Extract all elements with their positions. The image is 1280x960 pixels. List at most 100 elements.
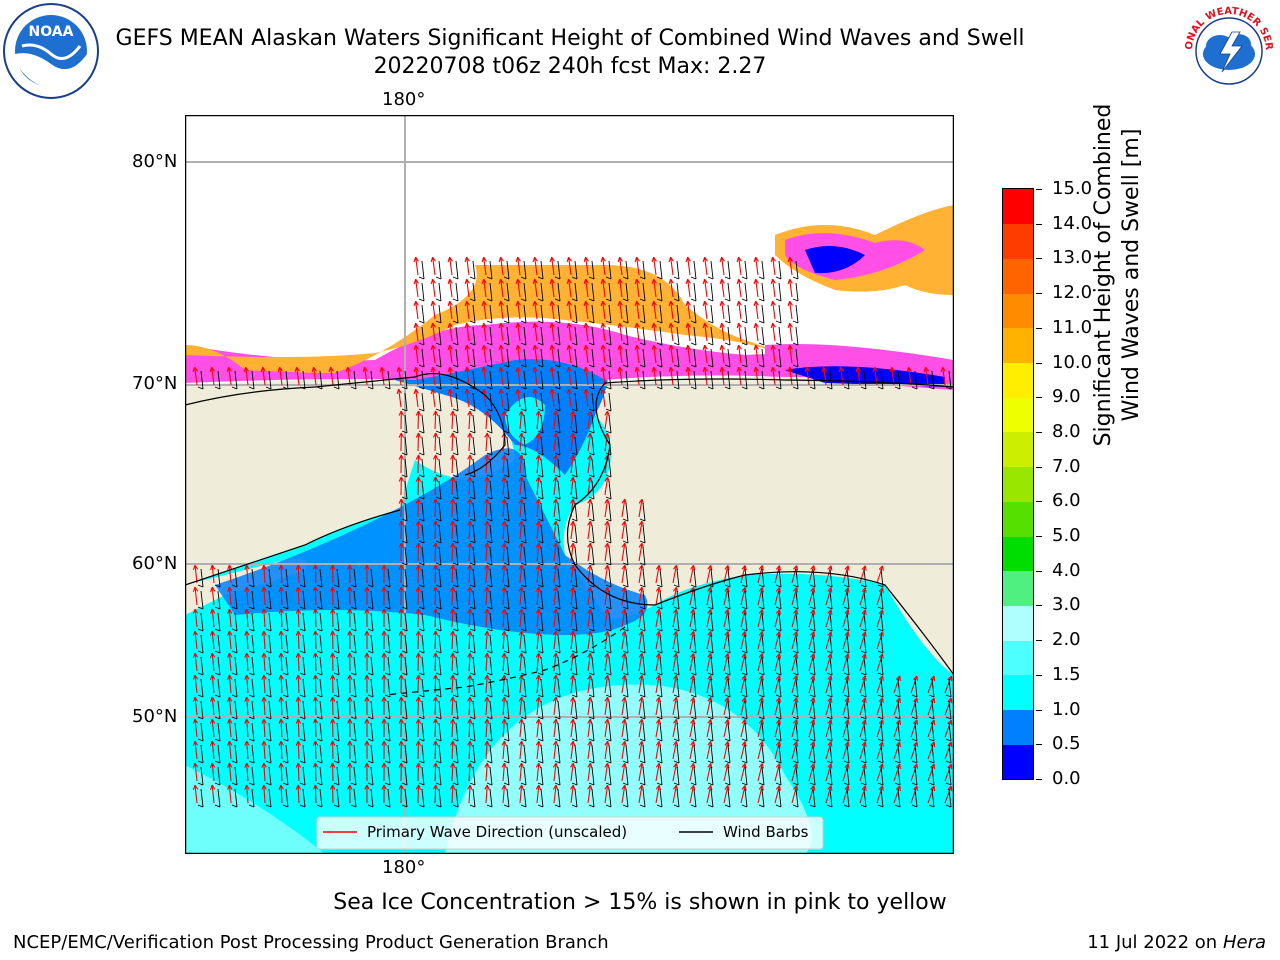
wave-direction-arrow (570, 521, 574, 540)
wave-direction-arrow (687, 323, 691, 342)
wave-direction-arrow (551, 279, 555, 298)
wind-barb (418, 722, 425, 742)
wind-barb (486, 370, 493, 390)
wave-direction-arrow (297, 718, 300, 738)
wave-direction-arrow (280, 674, 283, 694)
wind-barb (741, 634, 748, 654)
wave-arrow-head (381, 740, 387, 746)
wind-barb (792, 612, 799, 632)
wave-arrow-head (532, 300, 538, 307)
wave-arrow-head (775, 697, 782, 703)
wave-direction-arrow (636, 345, 640, 364)
wind-barb (282, 788, 289, 808)
wave-arrow-head (947, 697, 953, 704)
wave-direction-arrow (638, 565, 643, 584)
wave-arrow-head (535, 432, 542, 438)
wave-arrow-head (895, 741, 901, 747)
wind-barb (197, 590, 204, 610)
wind-barb (554, 414, 561, 434)
wind-barb (435, 348, 442, 368)
wave-direction-arrow (585, 345, 589, 364)
wind-barb (741, 326, 748, 346)
wind-barb (605, 392, 612, 412)
wind-barb (639, 744, 646, 764)
wind-barb (231, 744, 238, 764)
wave-arrow-head (432, 674, 439, 680)
wind-barb (418, 590, 425, 610)
wave-direction-arrow (502, 719, 506, 738)
wind-barb (690, 370, 697, 390)
wind-barb (571, 282, 578, 302)
wave-direction-arrow (655, 719, 660, 738)
wave-direction-arrow (553, 719, 557, 738)
wave-direction-arrow (297, 674, 300, 694)
wave-direction-arrow (687, 301, 691, 320)
wind-barb (537, 282, 544, 302)
colorbar-tick-label: 7.0 (1052, 455, 1081, 477)
wave-direction-arrow (194, 741, 198, 760)
wind-barb (469, 348, 476, 368)
wave-direction-arrow (468, 652, 471, 672)
wind-barb (214, 612, 221, 632)
wind-barb (214, 788, 221, 808)
wave-direction-arrow (263, 785, 266, 804)
wind-barb (248, 568, 255, 588)
wave-direction-arrow (791, 785, 798, 804)
credit-text: NCEP/EMC/Verification Post Processing Pr… (13, 932, 609, 953)
wind-barb (894, 370, 901, 390)
wave-arrow-head (844, 785, 850, 791)
wave-direction-arrow (451, 762, 454, 782)
colorbar-tick-mark (1036, 223, 1042, 225)
wave-arrow-head (861, 763, 867, 769)
wave-direction-arrow (246, 697, 249, 716)
wave-arrow-head (549, 300, 555, 307)
wave-direction-arrow (536, 609, 540, 628)
wind-barb (231, 634, 238, 654)
wind-barb (826, 788, 833, 808)
wind-barb (656, 678, 663, 698)
wave-direction-arrow (519, 697, 523, 716)
wave-direction-arrow (519, 521, 523, 540)
wind-barb (826, 744, 833, 764)
colorbar-tick-mark (1036, 293, 1042, 295)
wave-arrow-head (690, 653, 696, 659)
wind-barb (367, 370, 374, 390)
colorbar-tick-label: 0.5 (1052, 733, 1081, 755)
wave-arrow-head (741, 719, 747, 725)
wind-barb (690, 722, 697, 742)
wave-arrow-head (244, 784, 250, 790)
wave-arrow-head (347, 718, 353, 724)
wind-barb (707, 722, 714, 742)
wave-arrow-head (501, 696, 507, 702)
wave-arrow-head (450, 762, 456, 768)
wave-arrow-head (930, 741, 936, 748)
wind-barb (775, 634, 782, 654)
wind-barb (690, 304, 697, 324)
wave-direction-arrow (740, 631, 746, 650)
wave-direction-arrow (228, 719, 232, 738)
wave-arrow-head (634, 278, 640, 285)
wave-direction-arrow (891, 367, 895, 386)
wave-direction-arrow (468, 410, 471, 430)
wind-barb (537, 414, 544, 434)
wave-arrow-head (381, 718, 387, 724)
wind-barb (367, 788, 374, 808)
wave-direction-arrow (791, 741, 798, 760)
wave-height-map: Primary Wave Direction (unscaled) Wind B… (185, 115, 954, 854)
wind-barb (469, 722, 476, 742)
wave-direction-arrow (825, 653, 832, 672)
wave-arrow-head (844, 697, 850, 703)
wave-arrow-head (447, 278, 453, 285)
wave-direction-arrow (687, 367, 691, 386)
wind-barb (350, 612, 357, 632)
wave-arrow-head (535, 652, 542, 658)
wind-barb (520, 480, 527, 500)
nws-logo: NATIONAL WEATHER SERVICE (1180, 2, 1274, 96)
wave-direction-arrow (672, 741, 677, 760)
wind-barb (588, 744, 595, 764)
wave-direction-arrow (587, 653, 591, 672)
wind-barb (792, 766, 799, 786)
wind-barb (537, 436, 544, 456)
wave-direction-arrow (417, 498, 420, 518)
wind-barb (452, 392, 459, 412)
